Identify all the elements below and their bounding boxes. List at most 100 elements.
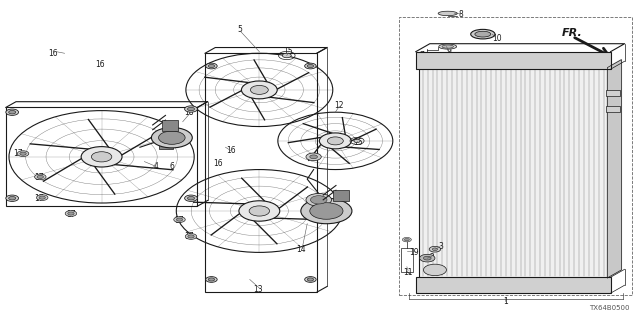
Circle shape [301,198,352,224]
Circle shape [37,175,44,179]
Bar [163,120,178,131]
Circle shape [6,195,19,201]
Text: 5: 5 [237,25,243,34]
Text: 13: 13 [253,284,262,293]
Text: 1: 1 [503,297,508,306]
Text: 17: 17 [34,194,44,203]
Circle shape [68,212,74,215]
Text: FR.: FR. [561,28,582,38]
Text: 6: 6 [170,162,175,171]
Circle shape [282,53,291,58]
Text: 16: 16 [48,49,58,58]
Circle shape [205,276,217,282]
Circle shape [9,196,16,200]
Circle shape [310,203,343,219]
Text: 14: 14 [296,245,306,254]
Circle shape [205,63,217,69]
Ellipse shape [470,29,495,39]
Polygon shape [607,60,621,278]
Circle shape [307,64,314,68]
Circle shape [404,238,410,241]
Bar [333,190,349,201]
Text: 18: 18 [184,108,194,117]
Text: 16: 16 [226,146,236,155]
Circle shape [20,152,26,155]
Circle shape [208,278,214,281]
Text: 17: 17 [13,149,23,158]
Ellipse shape [442,45,454,48]
Text: 10: 10 [492,34,502,43]
Text: 19: 19 [410,248,419,257]
Text: 9: 9 [447,47,451,56]
Text: 17: 17 [66,210,76,219]
Text: 17: 17 [184,232,194,241]
Text: 18: 18 [322,197,331,206]
Bar [416,277,611,293]
Circle shape [306,194,332,206]
Circle shape [327,137,343,145]
Circle shape [310,155,317,159]
Text: 12: 12 [335,101,344,110]
Text: 11: 11 [403,268,413,277]
Bar [401,248,413,271]
Circle shape [241,81,277,99]
Text: 7: 7 [419,51,424,60]
Circle shape [65,211,77,216]
Circle shape [17,151,29,156]
Text: 2: 2 [430,253,435,262]
Circle shape [354,139,360,142]
Circle shape [307,278,314,281]
Circle shape [188,196,195,200]
Circle shape [185,234,196,239]
Circle shape [173,217,185,222]
Circle shape [36,195,48,200]
Circle shape [306,153,321,161]
Circle shape [403,237,412,242]
Ellipse shape [438,11,458,16]
Text: 8: 8 [458,10,463,19]
Bar [419,68,607,278]
Circle shape [424,264,447,276]
Circle shape [239,201,280,221]
Circle shape [249,206,269,216]
Bar [606,106,620,112]
Circle shape [177,218,182,221]
Circle shape [319,133,351,149]
Circle shape [188,235,194,238]
Circle shape [433,248,438,251]
Text: TX64B0500: TX64B0500 [589,305,630,311]
Bar [205,53,317,292]
Text: 16: 16 [213,159,223,168]
Ellipse shape [439,44,457,49]
Text: 17: 17 [34,173,44,182]
Circle shape [159,131,185,144]
Circle shape [92,152,112,162]
Circle shape [429,246,441,252]
Circle shape [424,256,431,260]
Circle shape [39,196,45,199]
Circle shape [310,196,327,204]
Text: 16: 16 [95,60,104,69]
Text: 15: 15 [353,138,363,147]
Text: 15: 15 [284,47,293,56]
Circle shape [250,85,268,94]
Bar [606,90,620,96]
Bar [416,52,611,69]
Bar [6,108,197,206]
Text: 4: 4 [154,162,159,171]
Bar [159,139,173,149]
Circle shape [184,195,197,201]
Circle shape [305,63,316,69]
Circle shape [81,147,122,167]
Circle shape [6,109,19,116]
Circle shape [208,64,214,68]
Circle shape [420,254,435,262]
Text: 3: 3 [438,242,443,251]
Circle shape [35,174,46,180]
Circle shape [152,127,192,148]
Circle shape [305,276,316,282]
Ellipse shape [475,31,491,37]
Circle shape [9,110,16,114]
Text: 17: 17 [175,216,184,225]
Bar [399,17,632,295]
